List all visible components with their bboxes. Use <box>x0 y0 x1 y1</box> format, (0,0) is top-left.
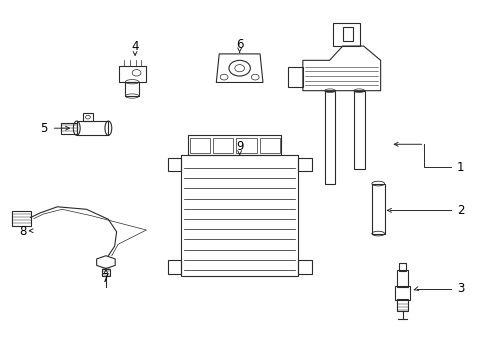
Bar <box>394 286 409 300</box>
Text: 2: 2 <box>456 204 464 217</box>
Bar <box>332 23 359 46</box>
Bar <box>342 27 353 41</box>
Text: 8: 8 <box>20 225 27 238</box>
Text: 3: 3 <box>456 283 464 296</box>
Bar <box>125 82 139 96</box>
Bar <box>119 66 145 82</box>
Text: 6: 6 <box>235 39 243 51</box>
Bar <box>102 269 110 276</box>
Bar <box>353 91 364 169</box>
Bar <box>324 91 335 184</box>
Bar <box>396 270 407 287</box>
Bar <box>297 158 311 171</box>
Bar <box>371 184 384 234</box>
Bar <box>398 263 405 271</box>
Bar <box>77 121 108 135</box>
Bar <box>61 123 77 134</box>
Text: 5: 5 <box>41 122 48 135</box>
Text: 1: 1 <box>456 161 464 174</box>
Bar <box>181 155 297 276</box>
Bar <box>167 158 181 171</box>
Bar <box>297 260 311 274</box>
Bar <box>259 139 280 153</box>
Bar <box>212 139 233 153</box>
Bar <box>167 260 181 274</box>
Bar <box>396 299 407 311</box>
Bar <box>188 135 281 155</box>
Text: 4: 4 <box>131 40 139 53</box>
Text: 7: 7 <box>102 272 109 285</box>
Bar <box>12 211 30 226</box>
Bar <box>287 67 302 87</box>
Bar <box>236 139 256 153</box>
Text: 9: 9 <box>235 140 243 153</box>
Bar <box>82 113 93 121</box>
Bar <box>189 139 209 153</box>
